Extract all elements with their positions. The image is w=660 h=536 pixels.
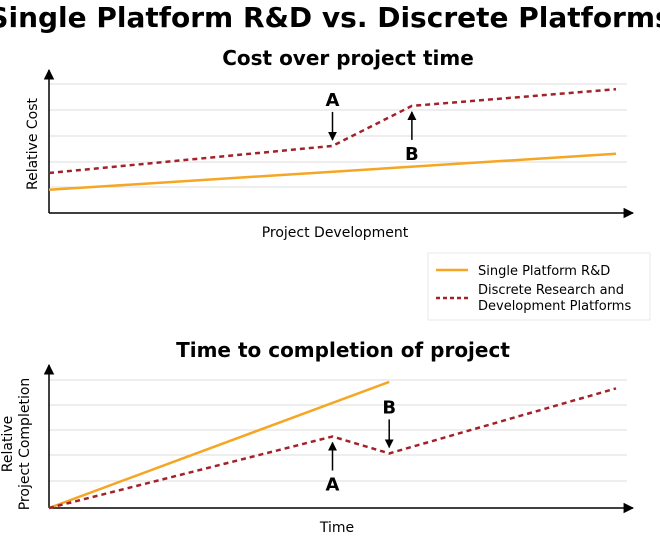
chart-cost-grid <box>49 83 627 188</box>
legend-label-discrete-line1: Discrete Research and <box>478 283 624 298</box>
series-line-single <box>48 380 390 510</box>
chart-completion-x-label: Time <box>319 520 354 536</box>
main-title: Single Platform R&D vs. Discrete Platfor… <box>0 1 660 34</box>
legend-box <box>427 252 651 321</box>
chart-cost-y-label: Relative Cost <box>25 97 41 190</box>
chart-cost-x-label: Project Development <box>262 225 409 241</box>
annotation-label-b: B <box>405 144 419 165</box>
chart-completion: Time to completion of project AB Time Re… <box>0 338 635 536</box>
legend-label-discrete-line2: Development Platforms <box>478 299 631 314</box>
legend-label-single: Single Platform R&D <box>478 264 610 279</box>
chart-completion-y-label-line2: Project Completion <box>17 378 33 511</box>
annotation-label-b: B <box>382 397 396 418</box>
chart-cost: Cost over project time AB Project Develo… <box>25 46 635 241</box>
chart-completion-y-label-line1: Relative <box>0 416 16 472</box>
chart-completion-title: Time to completion of project <box>176 338 510 362</box>
annotation-label-a: A <box>326 475 340 496</box>
chart-cost-series <box>48 87 617 192</box>
chart-completion-series <box>48 380 617 510</box>
legend: Single Platform R&D Discrete Research an… <box>427 252 651 321</box>
annotation-label-a: A <box>326 90 340 111</box>
chart-completion-annotations: AB <box>326 397 397 495</box>
series-line-discrete <box>48 387 617 510</box>
series-line-single <box>48 152 617 192</box>
chart-cost-annotations: AB <box>326 90 419 165</box>
chart-completion-grid <box>49 379 627 482</box>
chart-cost-title: Cost over project time <box>222 46 474 70</box>
